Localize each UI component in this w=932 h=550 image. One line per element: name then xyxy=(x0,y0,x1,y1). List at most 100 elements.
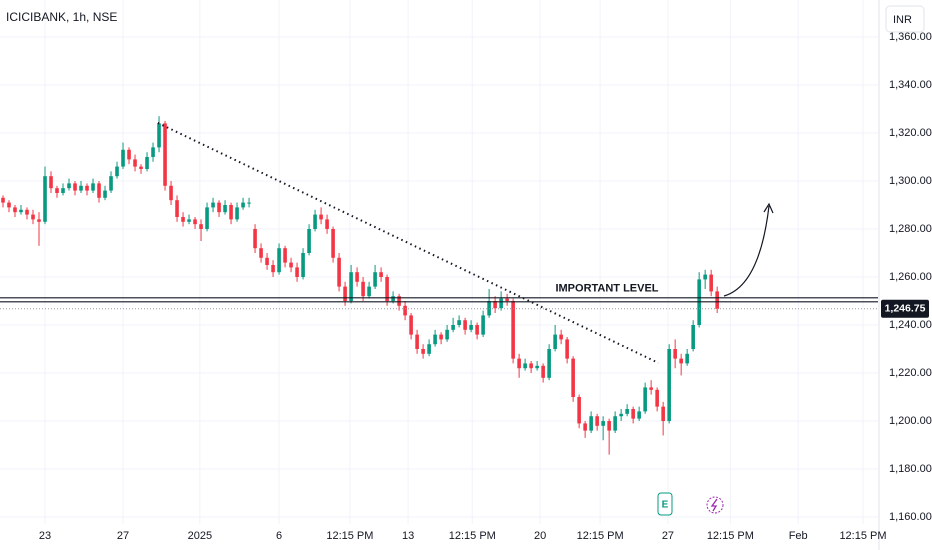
y-tick-label: 1,300.00 xyxy=(889,175,932,187)
y-tick-label: 1,340.00 xyxy=(889,79,932,91)
candle-body xyxy=(601,421,605,426)
candle-body xyxy=(103,190,107,198)
candle-body xyxy=(319,214,323,220)
candle-body xyxy=(517,358,521,369)
y-tick-label: 1,320.00 xyxy=(889,127,932,139)
candle-body xyxy=(265,257,269,266)
candle-body xyxy=(157,123,161,148)
candle-body xyxy=(511,301,515,359)
earnings-icon-letter: E xyxy=(662,500,669,511)
candle-body xyxy=(625,409,629,414)
candle-body xyxy=(619,413,623,417)
currency-button[interactable] xyxy=(885,5,925,33)
candle-body xyxy=(373,272,377,287)
candle-body xyxy=(667,349,671,422)
candle-body xyxy=(19,209,23,213)
x-tick-label: 6 xyxy=(276,530,282,542)
candle-body xyxy=(211,202,215,208)
candle-body xyxy=(343,286,347,302)
candle-body xyxy=(43,176,47,222)
candle-body xyxy=(655,389,659,407)
candle-body xyxy=(493,301,497,309)
candle-body xyxy=(451,325,455,330)
candle-body xyxy=(361,281,365,297)
candle-body xyxy=(49,176,53,189)
candle-body xyxy=(553,334,557,350)
currency-label: INR xyxy=(893,14,912,26)
candle-body xyxy=(271,265,275,273)
candle-body xyxy=(337,257,341,287)
candle-body xyxy=(205,207,209,229)
candle-body xyxy=(277,248,281,273)
candle-body xyxy=(13,207,17,213)
candle-body xyxy=(325,219,329,229)
candle-body xyxy=(355,272,359,282)
x-tick-label: 13 xyxy=(402,530,414,542)
dividend-icon[interactable] xyxy=(706,496,724,514)
candle-body xyxy=(331,228,335,258)
candle-body xyxy=(349,272,353,302)
candle-body xyxy=(283,248,287,263)
candle-body xyxy=(229,204,233,220)
candle-body xyxy=(391,296,395,302)
candle-body xyxy=(385,277,389,302)
candle-body xyxy=(169,185,173,201)
candle-body xyxy=(133,159,137,167)
candle-body xyxy=(481,315,485,335)
candle-body xyxy=(367,286,371,297)
candle-body xyxy=(571,358,575,398)
x-tick-label: 12:15 PM xyxy=(326,530,373,542)
candle-body xyxy=(475,325,479,335)
candle-body xyxy=(223,204,227,213)
candle-body xyxy=(583,423,587,431)
candle-body xyxy=(715,291,719,309)
candle-body xyxy=(109,176,113,191)
grid xyxy=(0,0,878,524)
candle-body xyxy=(691,325,695,350)
candle-body xyxy=(61,188,65,193)
candle-body xyxy=(139,166,143,169)
y-tick-label: 1,260.00 xyxy=(889,271,932,283)
candle-body xyxy=(37,219,41,222)
x-tick-label: 20 xyxy=(534,530,546,542)
y-tick-label: 1,220.00 xyxy=(889,367,932,379)
candle-body xyxy=(589,416,593,431)
candle-body xyxy=(85,185,89,191)
candle-body xyxy=(199,224,203,229)
candle-body xyxy=(649,387,653,390)
candle-body xyxy=(547,349,551,378)
candle-body xyxy=(181,216,185,222)
earnings-icon[interactable] xyxy=(657,492,673,516)
candle-body xyxy=(217,202,221,213)
candle-body xyxy=(685,353,689,364)
candle-body xyxy=(643,387,647,412)
x-tick-label: 23 xyxy=(39,530,51,542)
candle-body xyxy=(25,209,29,215)
candle-body xyxy=(415,334,419,350)
candle-body xyxy=(313,214,317,229)
candle-body xyxy=(439,334,443,340)
candle-body xyxy=(409,315,413,335)
candle-body xyxy=(1,197,5,203)
x-tick-label: 12:15 PM xyxy=(577,530,624,542)
x-tick-label: 27 xyxy=(117,530,129,542)
candle-body xyxy=(541,365,545,378)
candle-body xyxy=(709,274,713,292)
candle-body xyxy=(7,202,11,208)
candle-body xyxy=(289,262,293,268)
candle-body xyxy=(613,416,617,431)
candle-body xyxy=(661,406,665,422)
candle-body xyxy=(31,214,35,220)
candle-body xyxy=(457,320,461,326)
candle-body xyxy=(55,188,59,193)
candle-body xyxy=(403,305,407,316)
candle-body xyxy=(235,207,239,220)
candle-body xyxy=(397,296,401,306)
candle-body xyxy=(463,320,467,330)
candle-body xyxy=(247,202,251,204)
candle-body xyxy=(193,219,197,225)
candle-body xyxy=(637,411,641,419)
candle-body xyxy=(679,358,683,364)
x-tick-label: 12:15 PM xyxy=(707,530,754,542)
